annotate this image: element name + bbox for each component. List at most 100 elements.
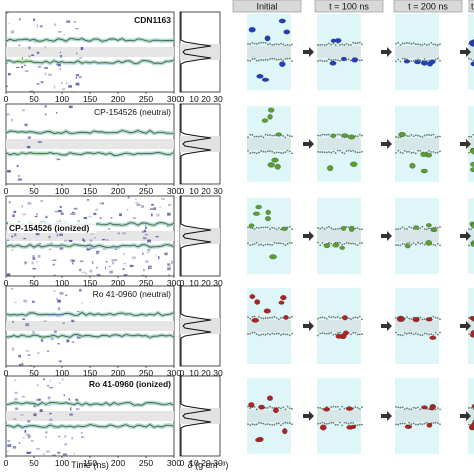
trajectory-streak [15,407,19,411]
trajectory-streak [11,118,13,122]
drug-molecule [470,242,474,247]
lipid-bead [264,226,267,229]
lipid-bead [336,59,339,62]
trajectory-streak [18,354,21,358]
lipid-bead [341,424,344,427]
trajectory-streak [44,105,48,108]
lipid-bead [417,58,419,61]
lipid-bead [406,332,408,335]
lipid-bead [436,242,439,245]
lipid-bead [247,226,249,229]
time-tick-label: 250 [139,368,153,378]
lipid-bead [321,421,324,424]
trajectory-streak [14,391,18,394]
lipid-bead [255,135,258,138]
lipid-bead [266,150,269,153]
trajectory-streak [6,85,8,88]
right-arrow-icon [460,139,471,149]
trajectory-streak [59,54,63,58]
lipid-bead [321,316,324,319]
trajectory-streak [49,412,52,415]
lipid-bead [339,149,341,152]
lipid-bead [439,331,441,334]
trajectory-streak [18,18,21,21]
trajectory-streak [53,23,57,26]
drug-molecule [341,226,347,231]
lipid-bead [271,332,274,335]
lipid-bead [317,334,319,337]
trajectory-streak [78,76,82,79]
trajectory-streak [6,273,11,276]
lipid-bead [468,244,470,247]
trajectory-streak [60,212,64,215]
lipid-bead [436,57,439,60]
lipid-bead [430,151,433,153]
lipid-bead [345,241,348,244]
lipid-bead [350,421,352,424]
lipid-bead [334,44,337,46]
lipid-bead [468,407,470,409]
trajectory-streak [31,275,35,276]
drug-molecule [249,294,256,299]
trajectory-streak [69,407,72,410]
lipid-bead [408,317,411,320]
drug-molecule [398,131,406,138]
lipid-bead [468,57,470,60]
lipid-bead [439,150,441,153]
drug-molecule [267,395,273,401]
lipid-bead [408,332,411,335]
lipid-bead [470,58,473,61]
snapshot-2 [317,106,363,182]
density-tick-label: 20 [201,186,211,196]
lipid-bead [332,228,335,231]
lipid-bead [319,134,322,137]
lipid-bead [291,408,293,410]
lipid-bead [271,44,274,46]
trajectory-streak [62,378,64,381]
lipid-bead [269,423,271,426]
trajectory-streak [54,210,58,213]
lipid-bead [284,136,287,139]
lipid-bead [260,135,263,138]
lipid-bead [358,407,361,410]
lipid-bead [280,334,282,336]
membrane-slab [247,320,291,332]
drug-molecule [403,59,410,64]
trajectory-streak [164,252,168,256]
compound-label-bg [85,106,173,117]
lipid-bead [262,317,265,320]
lipid-bead [419,408,422,411]
trajectory-streak [82,238,84,241]
drug-molecule [283,29,291,35]
trajectory-streak [55,112,58,114]
drug-molecule [429,406,435,411]
snapshot-2 [317,288,363,364]
trajectory-streak [123,263,127,265]
lipid-bead [271,424,274,426]
lipid-bead [401,242,404,245]
trajectory-streak [42,378,45,380]
drug-molecule [426,223,432,228]
drug-molecule [332,242,340,248]
trajectory-streak [6,450,9,453]
lipid-bead [439,408,441,411]
trajectory-streak [34,215,38,218]
header-t200-box [393,0,463,13]
trajectory-traces [6,287,174,366]
lipid-bead [334,316,337,319]
trajectory-streak [148,267,152,269]
lipid-bead [330,242,333,245]
lipid-bead [339,317,341,320]
density-tick-label: 0 [180,278,185,288]
density-membrane-band [180,44,220,60]
lipid-bead [417,43,419,46]
time-tick-label: 150 [83,94,97,104]
compound-label-bg [85,378,173,389]
trajectory-streak [79,57,83,59]
lipid-bead [286,333,289,336]
lipid-bead [332,58,335,61]
lipid-bead [321,60,324,62]
drug-molecule [426,422,433,428]
lipid-bead [332,333,335,336]
